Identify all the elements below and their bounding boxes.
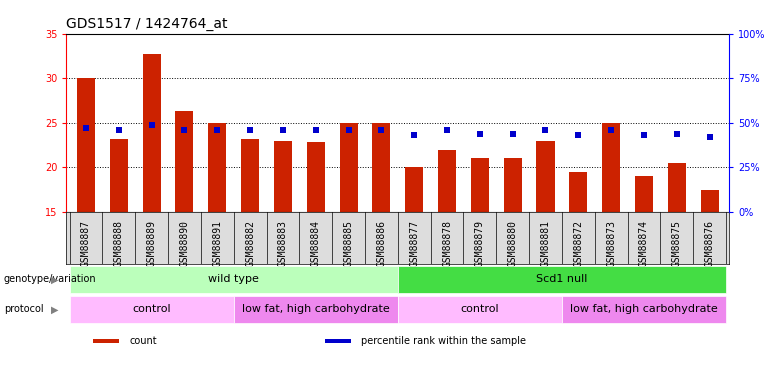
- Text: GDS1517 / 1424764_at: GDS1517 / 1424764_at: [66, 17, 228, 32]
- Point: [145, 122, 158, 128]
- Bar: [438, 150, 456, 212]
- Text: GSM88874: GSM88874: [639, 220, 649, 267]
- Point: [441, 127, 453, 133]
- Point: [342, 127, 355, 133]
- Point: [572, 132, 584, 138]
- Point: [506, 130, 519, 136]
- Text: GSM88888: GSM88888: [114, 220, 124, 267]
- Text: GSM88880: GSM88880: [508, 220, 518, 267]
- Text: GSM88877: GSM88877: [410, 220, 419, 267]
- Text: GSM88885: GSM88885: [343, 220, 353, 267]
- Bar: [77, 78, 95, 212]
- Text: GSM88884: GSM88884: [310, 220, 321, 267]
- Text: ▶: ▶: [51, 304, 58, 314]
- Point: [375, 127, 388, 133]
- Point: [310, 127, 322, 133]
- Point: [244, 127, 257, 133]
- Text: protocol: protocol: [4, 304, 44, 314]
- Point: [671, 130, 683, 136]
- FancyBboxPatch shape: [562, 296, 726, 323]
- Text: GSM88872: GSM88872: [573, 220, 583, 267]
- Text: GSM88873: GSM88873: [606, 220, 616, 267]
- FancyBboxPatch shape: [398, 296, 562, 323]
- Point: [80, 125, 92, 131]
- Text: percentile rank within the sample: percentile rank within the sample: [361, 336, 526, 346]
- Text: GSM88878: GSM88878: [442, 220, 452, 267]
- Bar: [324, 339, 351, 343]
- Text: Scd1 null: Scd1 null: [536, 274, 587, 284]
- Text: low fat, high carbohydrate: low fat, high carbohydrate: [570, 304, 718, 314]
- Point: [539, 127, 551, 133]
- Bar: [569, 172, 587, 212]
- Text: GSM88876: GSM88876: [704, 220, 714, 267]
- Text: GSM88886: GSM88886: [377, 220, 386, 267]
- Text: GSM88889: GSM88889: [147, 220, 157, 267]
- Text: low fat, high carbohydrate: low fat, high carbohydrate: [242, 304, 390, 314]
- Bar: [241, 139, 259, 212]
- Bar: [372, 123, 391, 212]
- Bar: [668, 163, 686, 212]
- Text: ▶: ▶: [51, 274, 58, 284]
- Bar: [635, 176, 653, 212]
- FancyBboxPatch shape: [234, 296, 398, 323]
- Bar: [471, 158, 489, 212]
- Point: [277, 127, 289, 133]
- Text: genotype/variation: genotype/variation: [4, 274, 97, 284]
- Text: GSM88882: GSM88882: [245, 220, 255, 267]
- FancyBboxPatch shape: [69, 266, 398, 293]
- Bar: [93, 339, 119, 343]
- Bar: [537, 141, 555, 212]
- Text: GSM88891: GSM88891: [212, 220, 222, 267]
- Text: GSM88881: GSM88881: [541, 220, 551, 267]
- Text: control: control: [133, 304, 171, 314]
- Text: GSM88875: GSM88875: [672, 220, 682, 267]
- Point: [605, 127, 618, 133]
- Bar: [504, 158, 522, 212]
- Bar: [274, 141, 292, 212]
- Bar: [405, 167, 424, 212]
- Text: control: control: [460, 304, 499, 314]
- Point: [178, 127, 190, 133]
- Point: [704, 134, 716, 140]
- Bar: [143, 54, 161, 212]
- Text: GSM88887: GSM88887: [81, 220, 91, 267]
- Bar: [176, 111, 193, 212]
- Point: [112, 127, 125, 133]
- FancyBboxPatch shape: [69, 296, 234, 323]
- Bar: [208, 123, 226, 212]
- Bar: [339, 123, 357, 212]
- Text: GSM88883: GSM88883: [278, 220, 288, 267]
- Bar: [110, 139, 128, 212]
- Point: [211, 127, 224, 133]
- Bar: [307, 142, 324, 212]
- FancyBboxPatch shape: [398, 266, 726, 293]
- Text: count: count: [129, 336, 157, 346]
- Bar: [602, 123, 620, 212]
- Bar: [700, 190, 718, 212]
- Point: [408, 132, 420, 138]
- Text: GSM88879: GSM88879: [475, 220, 485, 267]
- Point: [473, 130, 486, 136]
- Point: [638, 132, 651, 138]
- Text: GSM88890: GSM88890: [179, 220, 190, 267]
- Text: wild type: wild type: [208, 274, 259, 284]
